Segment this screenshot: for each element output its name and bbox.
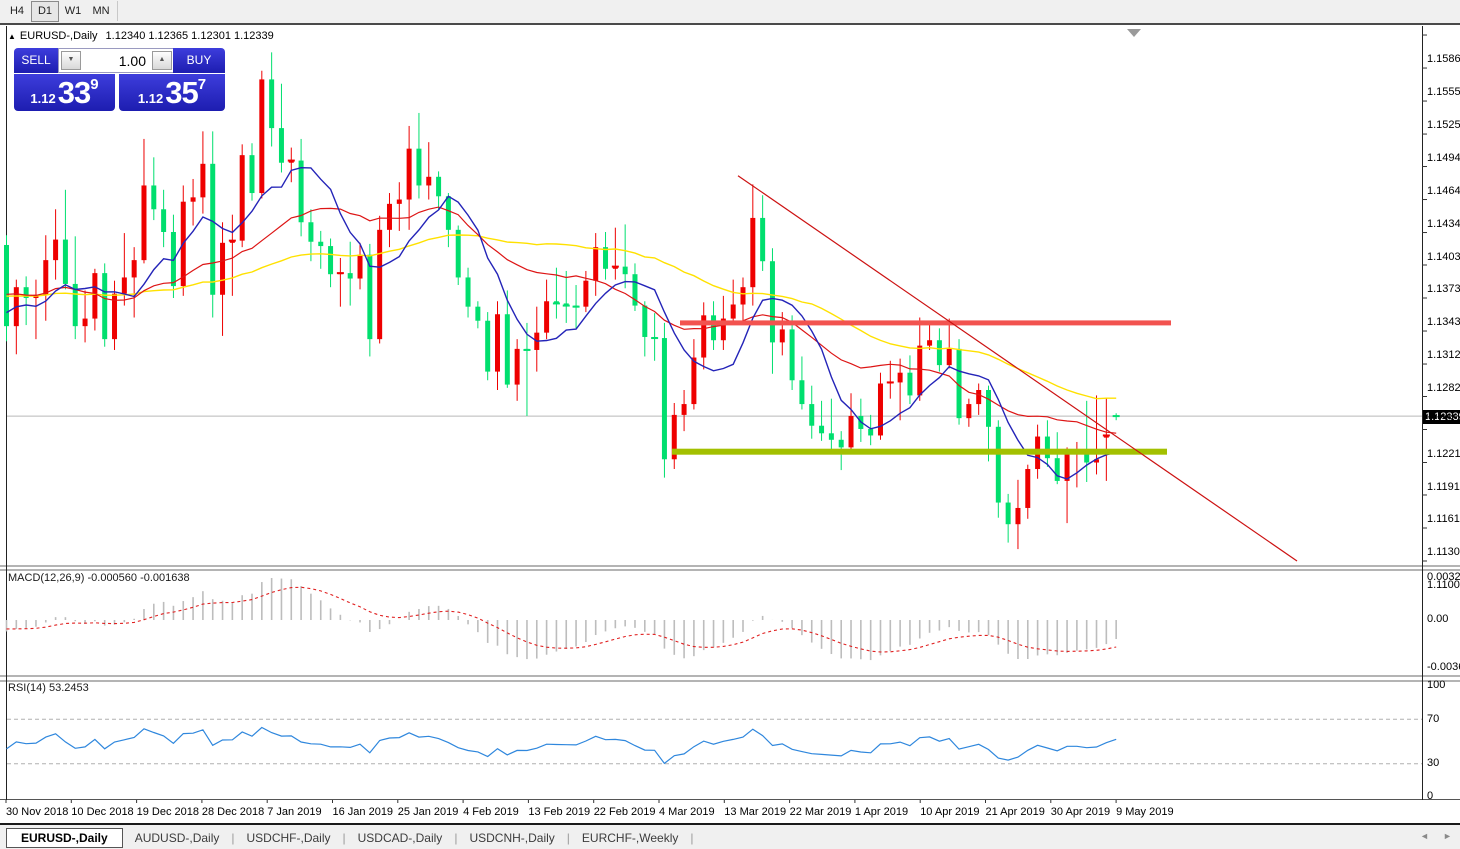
macd-axis-min: -0.003659 <box>1427 661 1460 673</box>
macd-axis-max: 0.003287 <box>1427 571 1460 583</box>
rsi-axis-0: 0 <box>1427 790 1434 802</box>
price-tick-label: 1.12520 <box>1427 414 1460 427</box>
timeframe-toolbar: H4 D1 W1 MN <box>0 0 1460 25</box>
tab-eurusd-daily[interactable]: EURUSD-,Daily <box>6 828 123 848</box>
macd-axis-zero: 0.00 <box>1427 613 1449 625</box>
date-tick-label: 4 Feb 2019 <box>463 806 519 818</box>
price-tick-label: 1.11610 <box>1427 512 1460 525</box>
buy-button[interactable]: BUY <box>173 48 225 73</box>
timeframe-h4-button[interactable]: H4 <box>3 1 31 22</box>
rsi-header: RSI(14) 53.2453 <box>8 682 89 694</box>
timeframe-mn-button[interactable]: MN <box>87 1 115 22</box>
sell-price-button[interactable]: 1.12 33 9 <box>14 74 115 111</box>
price-tick-label: 1.13735 <box>1427 283 1460 295</box>
timeframe-d1-button[interactable]: D1 <box>31 1 59 22</box>
tab-separator: | <box>690 831 694 845</box>
price-tick-label: 1.12820 <box>1427 382 1460 395</box>
macd-title: MACD(12,26,9) <box>8 572 85 584</box>
toolbar-divider <box>117 1 118 21</box>
date-tick-label: 19 Dec 2018 <box>136 806 199 818</box>
price-tick-label: 1.15250 <box>1427 119 1460 132</box>
rsi-axis-30: 30 <box>1427 757 1440 769</box>
date-tick-label: 30 Apr 2019 <box>1050 806 1111 818</box>
chart-symbol-label: EURUSD-,Daily <box>19 30 98 42</box>
date-tick-label: 22 Mar 2019 <box>789 806 852 818</box>
rsi-axis-70: 70 <box>1427 713 1440 725</box>
tab-separator: | <box>454 831 458 845</box>
price-tick-label: 1.11910 <box>1427 480 1460 493</box>
current-price-badge: 1.12339 <box>1423 410 1460 424</box>
one-click-trade-panel: SELL ▼ 1.00 ▲ BUY 1.12 33 9 1.12 35 7 <box>14 48 225 111</box>
date-tick-label: 28 Dec 2018 <box>201 806 265 818</box>
sell-button[interactable]: SELL <box>14 48 58 73</box>
buy-price-big: 35 <box>165 74 198 110</box>
tab-separator: | <box>566 831 570 845</box>
price-tick-label: 1.14945 <box>1427 152 1460 165</box>
price-tick-label: 1.13125 <box>1427 349 1460 362</box>
tab-scroll-right-icon[interactable]: ► <box>1443 831 1452 841</box>
date-tick-label: 16 Jan 2019 <box>332 806 394 818</box>
buy-price-sup: 7 <box>197 76 207 93</box>
chart-tab-bar: EURUSD-,Daily AUDUSD-,Daily | USDCHF-,Da… <box>0 823 1460 849</box>
rsi-value: 53.2453 <box>48 682 89 694</box>
price-tick-label: 1.14035 <box>1427 250 1460 263</box>
macd-header: MACD(12,26,9) -0.000560 -0.001638 <box>8 572 190 584</box>
tab-usdcnh-daily[interactable]: USDCNH-,Daily <box>469 831 555 845</box>
buy-price-button[interactable]: 1.12 35 7 <box>119 74 225 111</box>
volume-input[interactable]: 1.00 <box>118 52 146 69</box>
macd-values: -0.000560 -0.001638 <box>87 572 190 584</box>
volume-increase-button[interactable]: ▲ <box>152 51 172 70</box>
tab-usdchf-daily[interactable]: USDCHF-,Daily <box>246 831 331 845</box>
price-tick-label: 1.11000 <box>1427 579 1460 591</box>
price-tick-label: 1.15555 <box>1427 86 1460 99</box>
price-tick-label: 1.12215 <box>1427 447 1460 460</box>
chart-ohlc-values: 1.12340 1.12365 1.12301 1.12339 <box>105 30 274 42</box>
tab-usdcad-daily[interactable]: USDCAD-,Daily <box>357 831 443 845</box>
price-tick-label: 1.15860 <box>1427 53 1460 66</box>
tab-eurchf-weekly[interactable]: EURCHF-,Weekly <box>581 831 679 845</box>
chart-title: ▲ EURUSD-,Daily 1.12340 1.12365 1.12301 1.… <box>8 30 274 42</box>
macd-layer <box>5 577 1117 661</box>
sell-price-sup: 9 <box>90 76 99 93</box>
buy-price-prefix: 1.12 <box>137 91 164 106</box>
date-tick-label: 13 Mar 2019 <box>724 806 787 818</box>
volume-box: ▼ 1.00 ▲ <box>58 48 175 73</box>
chart-canvas <box>0 26 1460 803</box>
volume-decrease-button[interactable]: ▼ <box>61 51 81 70</box>
price-tick-label: 1.13430 <box>1427 316 1460 328</box>
tab-separator: | <box>231 831 235 845</box>
chart-shift-marker-icon[interactable] <box>1127 29 1141 37</box>
date-tick-label: 7 Jan 2019 <box>267 806 322 818</box>
rsi-title: RSI(14) <box>8 682 46 694</box>
date-tick-label: 22 Feb 2019 <box>593 806 656 818</box>
price-tick-label: 1.14645 <box>1427 184 1460 197</box>
tab-audusd-daily[interactable]: AUDUSD-,Daily <box>134 831 220 845</box>
sell-price-prefix: 1.12 <box>30 91 56 106</box>
tab-separator: | <box>342 831 346 845</box>
date-tick-label: 10 Dec 2018 <box>71 806 134 818</box>
date-tick-label: 10 Apr 2019 <box>920 806 980 818</box>
date-tick-label: 30 Nov 2018 <box>6 806 69 818</box>
date-tick-label: 4 Mar 2019 <box>659 806 715 818</box>
tab-scroll-left-icon[interactable]: ◄ <box>1420 831 1429 841</box>
date-tick-label: 13 Feb 2019 <box>528 806 591 818</box>
timeframe-w1-button[interactable]: W1 <box>59 1 87 22</box>
rsi-axis-100: 100 <box>1427 679 1446 691</box>
symbol-marker-icon: ▲ <box>8 32 16 41</box>
date-tick-label: 1 Apr 2019 <box>854 806 909 818</box>
candles-layer <box>4 52 1120 550</box>
date-tick-label: 21 Apr 2019 <box>985 806 1045 818</box>
price-tick-label: 1.14340 <box>1427 217 1460 230</box>
date-tick-label: 25 Jan 2019 <box>397 806 459 818</box>
chart-area[interactable]: ▲ EURUSD-,Daily 1.12340 1.12365 1.12301 1.… <box>0 25 1460 822</box>
date-tick-label: 9 May 2019 <box>1116 806 1174 818</box>
sell-price-big: 33 <box>57 74 91 110</box>
price-tick-label: 1.11305 <box>1427 545 1460 558</box>
